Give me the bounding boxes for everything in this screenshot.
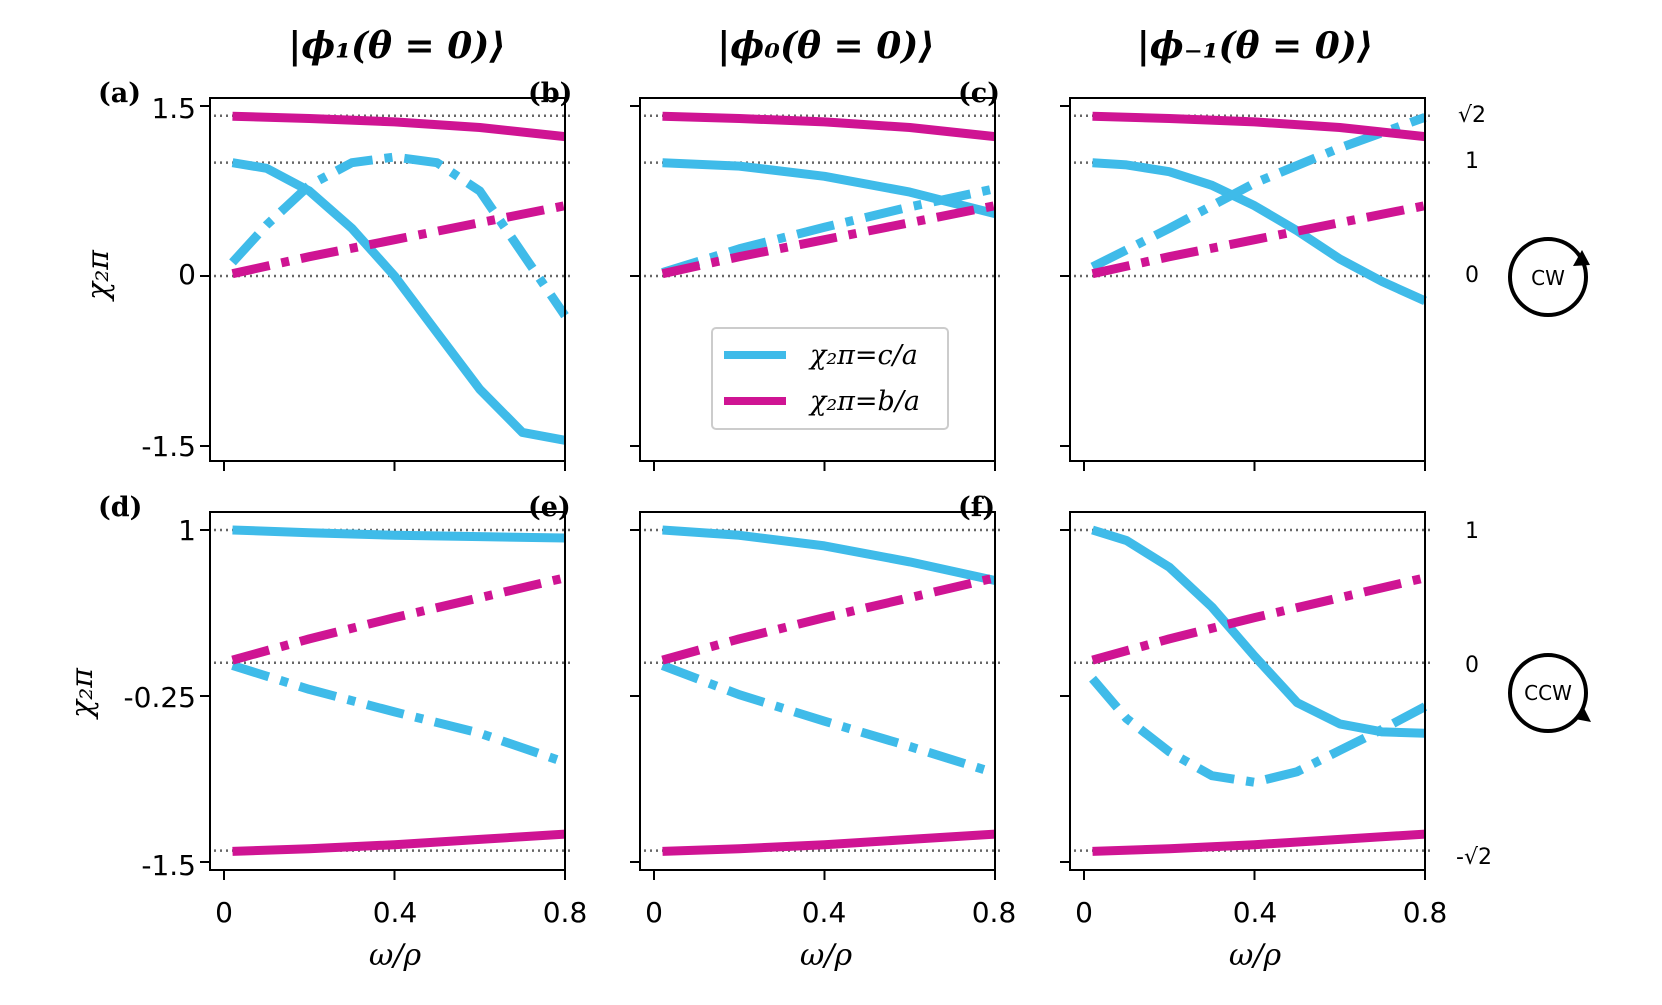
panel-b: (b) <box>528 78 1002 471</box>
series-b-a-solid <box>232 829 566 856</box>
series-b-a-solid <box>1092 111 1426 142</box>
series-c-a-dashdot <box>1090 113 1427 271</box>
x-tick-label: 0.4 <box>1233 896 1278 929</box>
axes-frame <box>639 511 996 871</box>
series-c-a-dashdot <box>231 661 567 767</box>
x-axis-label-3: ω/ρ <box>1229 938 1282 973</box>
x-tick-label: 0 <box>1075 896 1093 929</box>
y-tick-label: 1.5 <box>151 92 196 125</box>
ref-label-one: 1 <box>1465 149 1479 174</box>
series-b-a-dashdot <box>1091 201 1426 279</box>
series-c-a-solid <box>662 525 996 585</box>
ref-label-sqrt2: √2 <box>1458 103 1486 128</box>
axes-frame <box>1069 97 1426 462</box>
column-title-3: |ϕ₋₁(θ = 0)⟩ <box>1137 25 1374 67</box>
series-c-a-solid <box>662 158 997 219</box>
axes-frame <box>209 97 566 462</box>
column-title-2: |ϕ₀(θ = 0)⟩ <box>717 25 935 67</box>
x-tick-label: 0.8 <box>972 896 1017 929</box>
panel-c: (c) <box>958 78 1432 471</box>
rotation-label-cw: CW <box>1531 266 1565 290</box>
series-b-a-dashdot <box>661 573 997 665</box>
rotation-label-ccw: CCW <box>1524 681 1572 705</box>
panel-label: (c) <box>958 78 1000 109</box>
x-tick-label: 0.8 <box>1403 896 1448 929</box>
panel-label: (a) <box>98 78 141 109</box>
y-tick-label: -1.5 <box>141 430 196 463</box>
axes-frame <box>639 97 996 462</box>
axes-frame <box>1069 511 1426 871</box>
panel-label: (f) <box>958 492 995 523</box>
ref-label-zero: 0 <box>1465 263 1479 288</box>
y-tick-label: 0 <box>178 258 196 291</box>
x-axis-label-1: ω/ρ <box>369 938 422 973</box>
series-b-a-solid <box>232 111 566 142</box>
series-c-a-solid <box>232 525 566 543</box>
series-b-a-solid <box>1092 829 1426 856</box>
column-title-1: |ϕ₁(θ = 0)⟩ <box>288 25 506 67</box>
panel-f: (f) <box>958 492 1432 880</box>
series-c-a-solid <box>1092 158 1427 306</box>
series-b-a-dashdot <box>661 201 996 279</box>
panel-label: (e) <box>528 492 571 523</box>
series-c-a-solid <box>231 158 566 445</box>
y-axis-label-top: χ₂π <box>81 249 116 302</box>
ref-label-one: 1 <box>1465 519 1479 544</box>
ref-label-minus-sqrt2: -√2 <box>1456 845 1492 870</box>
x-tick-label: 0 <box>645 896 663 929</box>
y-tick-label: -1.5 <box>141 849 196 882</box>
panel-label: (b) <box>528 78 572 109</box>
series-c-a-dashdot <box>661 184 996 277</box>
series-c-a-dashdot <box>660 661 997 778</box>
axes-frame <box>209 511 566 871</box>
y-tick-label: -0.25 <box>124 681 196 714</box>
series-b-a-dashdot <box>231 573 567 665</box>
cw-rotation-icon: CW <box>1508 237 1590 317</box>
series-b-a-solid <box>662 829 996 856</box>
series-c-a-dashdot <box>1089 675 1428 787</box>
ccw-rotation-icon: CCW <box>1508 653 1591 733</box>
series-c-a-solid <box>1091 525 1426 738</box>
y-axis-label-bottom: χ₂π <box>65 667 100 720</box>
series-b-a-dashdot <box>1091 573 1427 665</box>
x-tick-label: 0.8 <box>543 896 588 929</box>
series-b-a-solid <box>662 111 996 142</box>
series-c-a-dashdot <box>229 152 569 319</box>
x-tick-label: 0.4 <box>373 896 418 929</box>
panel-a: (a) <box>98 78 572 471</box>
x-tick-labels: 0 0.4 0.8 0 0.4 0.8 0 0.4 0.8 <box>215 896 1447 929</box>
x-tick-label: 0.4 <box>802 896 847 929</box>
panel-label: (d) <box>98 492 142 523</box>
ref-label-zero: 0 <box>1465 653 1479 678</box>
panels: (a) (b) (c) (d) (e) (f) <box>98 78 1432 880</box>
y-tick-label: 1 <box>178 514 196 547</box>
x-axis-label-2: ω/ρ <box>800 938 853 973</box>
series-b-a-dashdot <box>231 201 566 279</box>
legend-label-magenta: χ₂π=b/a <box>808 386 920 417</box>
panel-d: (d) <box>98 492 572 880</box>
x-tick-label: 0 <box>215 896 233 929</box>
panel-e: (e) <box>528 492 1002 880</box>
legend: χ₂π=c/a χ₂π=b/a <box>711 327 949 430</box>
legend-label-cyan: χ₂π=c/a <box>808 340 918 371</box>
